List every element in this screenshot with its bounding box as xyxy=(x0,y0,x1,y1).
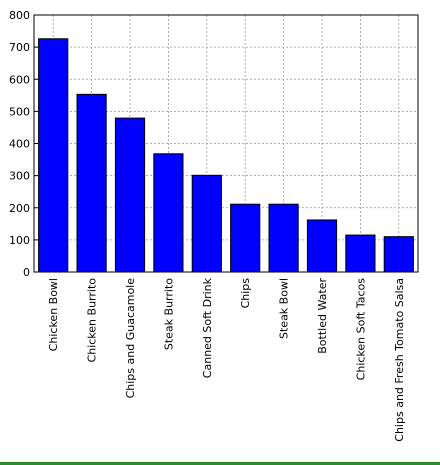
x-tick-label: Chicken Burrito xyxy=(86,278,99,363)
x-tick-label: Steak Bowl xyxy=(278,278,291,339)
bar xyxy=(345,234,376,273)
window-edge xyxy=(0,462,440,465)
plot-frame xyxy=(33,14,419,273)
y-tick-label: 100 xyxy=(9,234,30,247)
bar xyxy=(383,236,414,273)
x-tick-label: Canned Soft Drink xyxy=(201,277,214,378)
bar xyxy=(230,203,261,273)
y-tick-label: 800 xyxy=(9,9,30,22)
y-tick-label: 300 xyxy=(9,170,30,183)
bar xyxy=(268,203,299,273)
x-tick-label: Steak Burrito xyxy=(162,278,175,350)
y-tick-label: 600 xyxy=(9,73,30,86)
y-tick-label: 500 xyxy=(9,105,30,118)
y-tick-label: 700 xyxy=(9,41,30,54)
bar xyxy=(38,38,69,273)
y-tick-label: 0 xyxy=(23,266,30,279)
x-tick-label: Chips xyxy=(239,278,252,309)
bar xyxy=(76,93,107,273)
x-tick-label: Bottled Water xyxy=(316,278,329,354)
x-tick-label: Chips and Fresh Tomato Salsa xyxy=(393,278,406,442)
y-tick-label: 400 xyxy=(9,138,30,151)
bar xyxy=(153,153,184,273)
bar xyxy=(191,174,222,273)
x-tick-label: Chicken Soft Tacos xyxy=(354,278,367,381)
bar xyxy=(306,219,338,273)
x-tick-label: Chicken Bowl xyxy=(47,278,60,351)
bar xyxy=(114,117,146,273)
y-tick-label: 200 xyxy=(9,202,30,215)
x-tick-label: Chips and Guacamole xyxy=(124,278,137,399)
